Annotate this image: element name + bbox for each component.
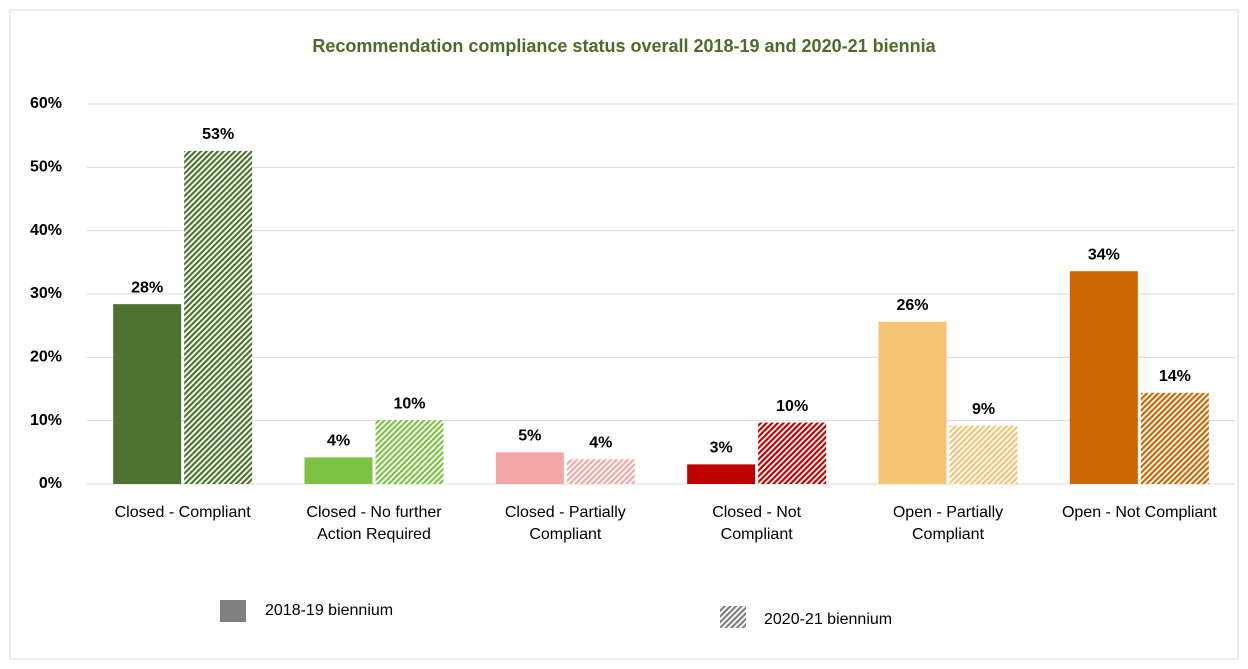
data-label: 9% bbox=[972, 401, 995, 418]
y-tick-label: 30% bbox=[30, 285, 62, 302]
data-label: 3% bbox=[710, 440, 733, 457]
data-label: 14% bbox=[1159, 368, 1191, 385]
bar bbox=[1140, 392, 1209, 484]
legend-swatch bbox=[220, 600, 246, 622]
x-tick-label: Closed - Not Compliant bbox=[712, 504, 802, 543]
legend-swatch bbox=[720, 606, 746, 628]
y-tick-label: 60% bbox=[30, 95, 62, 112]
bar bbox=[949, 425, 1018, 484]
bar bbox=[184, 150, 253, 484]
bar bbox=[375, 420, 444, 484]
x-tick-label: Closed - No further Action Required bbox=[306, 504, 442, 543]
x-tick-label: Open - Partially Compliant bbox=[892, 504, 1004, 543]
legend-label: 2020-21 biennium bbox=[764, 611, 892, 628]
y-tick-label: 20% bbox=[30, 349, 62, 366]
y-tick-label: 10% bbox=[30, 412, 62, 429]
chart-title: Recommendation compliance status overall… bbox=[312, 36, 936, 56]
y-tick-label: 40% bbox=[30, 222, 62, 239]
y-tick-label: 0% bbox=[39, 475, 62, 492]
x-tick-label: Closed - Partially Compliant bbox=[504, 504, 626, 543]
bar bbox=[758, 422, 827, 484]
x-tick-label: Closed - Compliant bbox=[114, 504, 251, 521]
x-tick-label: Open - Not Compliant bbox=[1061, 504, 1217, 521]
legend-label: 2018-19 biennium bbox=[265, 602, 393, 619]
y-tick-label: 50% bbox=[30, 159, 62, 176]
bar bbox=[878, 321, 947, 484]
bar bbox=[1069, 271, 1138, 484]
data-label: 28% bbox=[131, 279, 163, 296]
data-label: 34% bbox=[1088, 246, 1120, 263]
bar bbox=[113, 304, 182, 484]
data-label: 5% bbox=[518, 428, 541, 445]
bar bbox=[566, 459, 635, 484]
data-label: 4% bbox=[589, 435, 612, 452]
data-label: 26% bbox=[896, 297, 928, 314]
bar bbox=[687, 464, 756, 484]
data-label: 53% bbox=[202, 126, 234, 143]
data-label: 4% bbox=[327, 433, 350, 450]
bar bbox=[495, 452, 564, 484]
data-label: 10% bbox=[393, 395, 425, 412]
bar bbox=[304, 457, 373, 484]
data-label: 10% bbox=[776, 398, 808, 415]
